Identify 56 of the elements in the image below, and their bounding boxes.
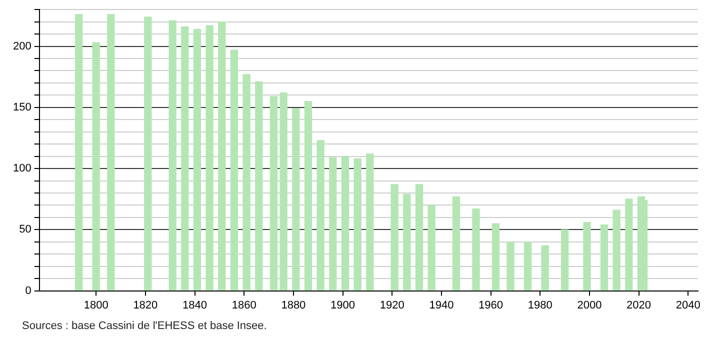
y-tick-label: 100 bbox=[12, 162, 32, 175]
x-tick-label: 1880 bbox=[281, 299, 306, 312]
bar bbox=[181, 26, 189, 291]
bar bbox=[600, 224, 608, 291]
bar bbox=[341, 156, 350, 291]
bar bbox=[107, 14, 115, 291]
source-note: Sources : base Cassini de l'EHESS et base Insee. bbox=[22, 320, 267, 332]
bar bbox=[403, 194, 411, 291]
x-tick-label: 2040 bbox=[676, 299, 700, 312]
bar bbox=[366, 154, 374, 291]
bar bbox=[492, 223, 500, 291]
x-tick-label: 1820 bbox=[133, 299, 158, 312]
bar bbox=[625, 198, 633, 291]
bar bbox=[612, 210, 620, 291]
x-tick-label: 1980 bbox=[528, 299, 552, 312]
bar bbox=[415, 184, 424, 291]
bar bbox=[329, 157, 337, 291]
bar bbox=[255, 81, 263, 291]
bar bbox=[452, 196, 460, 291]
bar bbox=[354, 158, 362, 291]
bar bbox=[560, 229, 569, 291]
bar bbox=[541, 245, 549, 291]
x-tick-label: 1940 bbox=[429, 299, 454, 312]
bar bbox=[472, 208, 480, 291]
y-tick-label: 150 bbox=[12, 101, 32, 114]
y-tick-label: 200 bbox=[12, 40, 32, 52]
bar bbox=[230, 50, 238, 291]
bar bbox=[316, 140, 324, 291]
x-tick-label: 1960 bbox=[478, 299, 504, 312]
y-tick-label: 50 bbox=[19, 224, 32, 236]
bar bbox=[92, 42, 100, 291]
x-tick-label: 2000 bbox=[577, 299, 602, 312]
y-tick-label: 0 bbox=[25, 284, 32, 297]
bar bbox=[506, 242, 514, 291]
bar bbox=[640, 200, 648, 291]
bar bbox=[428, 204, 436, 291]
bar bbox=[168, 20, 176, 291]
x-tick-label: 1840 bbox=[182, 299, 208, 312]
bar bbox=[218, 21, 226, 291]
bar bbox=[270, 96, 278, 291]
bar bbox=[144, 16, 152, 291]
x-tick-label: 2020 bbox=[626, 299, 652, 312]
bar bbox=[206, 25, 214, 291]
bar bbox=[193, 28, 202, 291]
x-tick-label: 1920 bbox=[380, 299, 404, 312]
x-tick-label: 1900 bbox=[330, 299, 356, 312]
x-tick-label: 1860 bbox=[232, 299, 256, 312]
bar bbox=[242, 74, 250, 291]
bar bbox=[390, 184, 398, 291]
x-tick-label: 1800 bbox=[84, 299, 108, 312]
bar bbox=[74, 14, 83, 291]
bar bbox=[280, 92, 288, 291]
bar bbox=[292, 108, 300, 291]
bar bbox=[583, 222, 591, 291]
bar bbox=[304, 100, 312, 291]
bar bbox=[524, 242, 532, 291]
